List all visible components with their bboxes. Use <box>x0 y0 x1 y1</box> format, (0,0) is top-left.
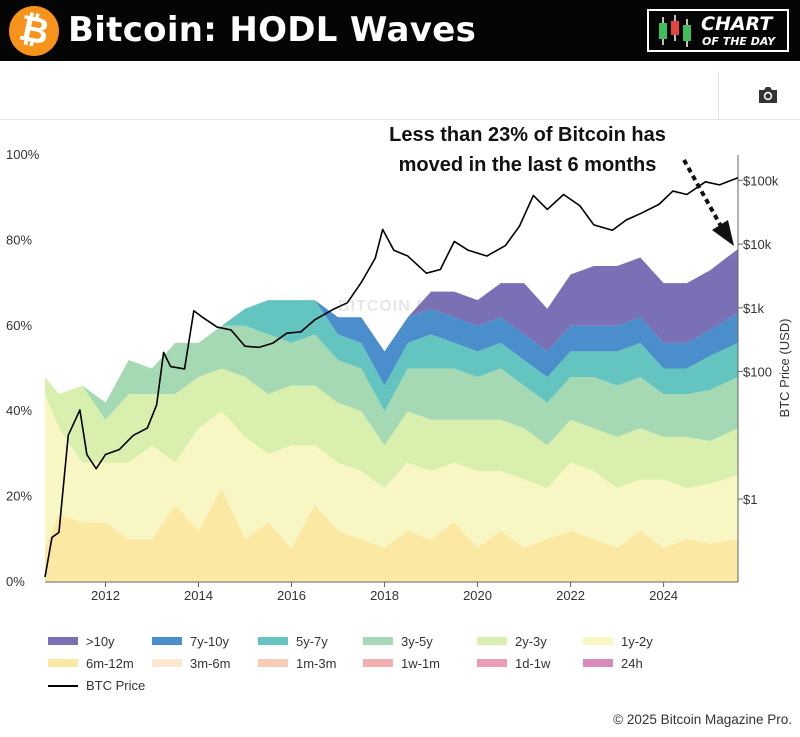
y2-axis-title: BTC Price (USD) <box>777 319 792 418</box>
legend-swatch <box>48 685 78 687</box>
legend-label: 5y-7y <box>296 634 328 649</box>
y2-tick-label: $100 <box>743 365 772 380</box>
y2-tick-label: $10k <box>743 237 772 252</box>
btc-price-line <box>44 176 739 578</box>
y-tick-label: 0% <box>6 574 25 589</box>
camera-icon[interactable] <box>757 85 779 105</box>
chart-toolbar <box>0 61 800 120</box>
header-bar: ₿ Bitcoin: HODL Waves CHART OF THE DAY <box>0 0 800 61</box>
y-tick-label: 20% <box>6 489 32 504</box>
legend-label: 1y-2y <box>621 634 653 649</box>
legend-swatch <box>477 637 507 645</box>
y-tick-label: 100% <box>6 147 40 162</box>
candlestick-icon <box>659 15 691 47</box>
badge-line2: OF THE DAY <box>702 35 776 48</box>
area-2y-3y <box>45 368 738 489</box>
legend-swatch <box>477 659 507 667</box>
legend-label: 6m-12m <box>86 656 134 671</box>
legend-swatch <box>152 637 182 645</box>
legend-label: 1d-1w <box>515 656 551 671</box>
annotation-line1: Less than 23% of Bitcoin has <box>389 124 666 146</box>
badge-line1: CHART <box>701 13 773 35</box>
toolbar-divider <box>718 71 719 119</box>
annotation-arrowhead <box>712 220 734 246</box>
copyright-text: © 2025 Bitcoin Magazine Pro. <box>613 712 792 727</box>
annotation-text: Less than 23% of Bitcoin has moved in th… <box>340 120 715 180</box>
x-tick-label: 2014 <box>184 588 213 603</box>
legend-label: BTC Price <box>86 678 146 693</box>
legend-label: 7y-10y <box>190 634 230 649</box>
area-6m-12m <box>45 488 738 582</box>
legend-label: 1m-3m <box>296 656 337 671</box>
legend-swatch <box>258 659 288 667</box>
bitcoin-logo-icon: ₿ <box>9 6 59 56</box>
x-tick-label: 2012 <box>91 588 120 603</box>
y2-tick-label: $1k <box>743 301 764 316</box>
legend-swatch <box>48 659 78 667</box>
legend-label: 24h <box>621 656 643 671</box>
legend-swatch <box>48 637 78 645</box>
area-3y-5y <box>45 325 738 446</box>
area-7y-10y <box>45 300 738 403</box>
annotation-arrow <box>682 159 724 229</box>
legend-swatch <box>152 659 182 667</box>
legend-label: 3m-6m <box>190 656 231 671</box>
y2-tick-label: $1 <box>743 492 757 507</box>
legend-swatch <box>363 637 393 645</box>
y-tick-label: 60% <box>6 318 32 333</box>
legend-swatch <box>583 637 613 645</box>
annotation-line2: moved in the last 6 months <box>398 154 657 176</box>
area-5y-7y <box>45 300 738 412</box>
x-tick-label: 2018 <box>370 588 399 603</box>
y-tick-label: 40% <box>6 403 32 418</box>
page-title: Bitcoin: HODL Waves <box>68 10 477 50</box>
legend-label: >10y <box>86 634 115 649</box>
legend-swatch <box>258 637 288 645</box>
chart-of-the-day-badge: CHART OF THE DAY <box>647 9 789 52</box>
legend-label: 2y-3y <box>515 634 547 649</box>
x-tick-label: 2022 <box>556 588 585 603</box>
legend-swatch <box>363 659 393 667</box>
y-tick-label: 80% <box>6 232 32 247</box>
watermark: BITCOIN MAGAZINE <box>338 298 510 315</box>
x-tick-label: 2024 <box>649 588 678 603</box>
legend-label: 1w-1m <box>401 656 441 671</box>
area--10y <box>45 248 738 403</box>
y2-tick-label: $100k <box>743 173 779 188</box>
legend-swatch <box>583 659 613 667</box>
area-1y-2y <box>45 394 738 548</box>
x-tick-label: 2016 <box>277 588 306 603</box>
x-tick-label: 2020 <box>463 588 492 603</box>
legend-label: 3y-5y <box>401 634 433 649</box>
